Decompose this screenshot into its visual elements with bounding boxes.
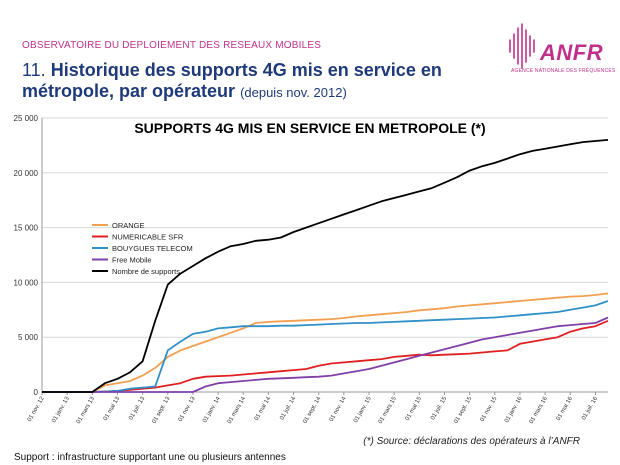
y-tick-label: 20 000 <box>14 169 39 178</box>
x-tick-label: 01 mars 15 <box>378 395 399 425</box>
x-tick-label: 01 mai 13 <box>103 395 122 421</box>
x-tick-label: 01 juil. 15 <box>430 395 448 421</box>
report-subtitle: OBSERVATOIRE DU DEPLOIEMENT DES RESEAUX … <box>22 40 322 51</box>
x-tick-label: 01 janv. 14 <box>202 395 222 424</box>
x-tick-label: 01 juil. 16 <box>581 395 599 421</box>
y-axis: 0 5 000 10 000 15 000 20 000 25 000 <box>14 114 43 397</box>
x-tick-label: 01 nov. 13 <box>178 395 197 422</box>
x-tick-label: 01 janv. 16 <box>504 395 524 424</box>
x-tick-label: 01 sept. 13 <box>151 395 171 424</box>
series-line-2 <box>42 300 609 393</box>
y-tick-label: 25 000 <box>14 114 39 123</box>
series-lines <box>42 139 609 393</box>
x-tick-label: 01 juil. 14 <box>279 395 297 421</box>
x-tick-label: 01 nov. 12 <box>27 395 46 422</box>
x-tick-label: 01 sept. 15 <box>453 395 473 424</box>
y-tick-label: 5 000 <box>18 333 39 342</box>
y-tick-label: 10 000 <box>14 278 39 287</box>
x-tick-label: 01 nov. 14 <box>329 395 348 422</box>
x-tick-label: 01 mai 15 <box>405 395 424 421</box>
x-tick-label: 01 mars 14 <box>227 395 248 425</box>
series-line-1 <box>42 319 609 393</box>
x-tick-label: 01 juil. 13 <box>128 395 146 421</box>
x-tick-label: 01 janv. 15 <box>353 395 373 424</box>
legend-label: ORANGE <box>112 221 145 230</box>
logo-name: ANFR <box>540 40 604 65</box>
title-main: Historique des supports 4G mis en servic… <box>22 60 442 101</box>
series-line-4 <box>42 139 609 393</box>
x-tick-label: 01 nov. 15 <box>480 395 499 422</box>
legend-label: Free Mobile <box>112 256 152 265</box>
y-tick-label: 15 000 <box>14 224 39 233</box>
legend: ORANGE NUMERICABLE SFR BOUYGUES TELECOM Fre… <box>92 221 193 276</box>
legend-label: NUMERICABLE SFR <box>112 233 184 242</box>
title-number: 11. <box>22 60 46 80</box>
source-note: (*) Source: déclarations des opérateurs … <box>363 436 580 447</box>
series-line-0 <box>42 292 609 393</box>
logo-tagline: AGENCE NATIONALE DES FRÉQUENCES <box>511 68 616 74</box>
title-period: (depuis nov. 2012) <box>240 85 347 100</box>
page-title: 11. Historique des supports 4G mis en se… <box>22 60 492 103</box>
x-tick-label: 01 mars 13 <box>76 395 97 425</box>
anfr-logo-icon <box>509 23 535 69</box>
x-axis: 01 nov. 12 01 janv. 13 01 mars 13 01 mai 13… <box>27 391 608 425</box>
legend-label: Nombre de supports <box>112 267 180 276</box>
footer-note: Support : infrastructure supportant une … <box>14 452 286 463</box>
x-tick-label: 01 mars 16 <box>529 395 550 425</box>
x-tick-label: 01 mai 14 <box>254 395 273 421</box>
series-line-3 <box>42 316 609 393</box>
chart-title: SUPPORTS 4G MIS EN SERVICE EN METROPOLE … <box>134 120 486 136</box>
x-tick-label: 01 sept. 14 <box>302 395 322 424</box>
x-tick-label: 01 mai 16 <box>556 395 575 421</box>
x-tick-label: 01 janv. 13 <box>51 395 71 424</box>
legend-label: BOUYGUES TELECOM <box>112 244 193 253</box>
grid <box>42 117 608 338</box>
y-tick-label: 0 <box>34 388 39 397</box>
